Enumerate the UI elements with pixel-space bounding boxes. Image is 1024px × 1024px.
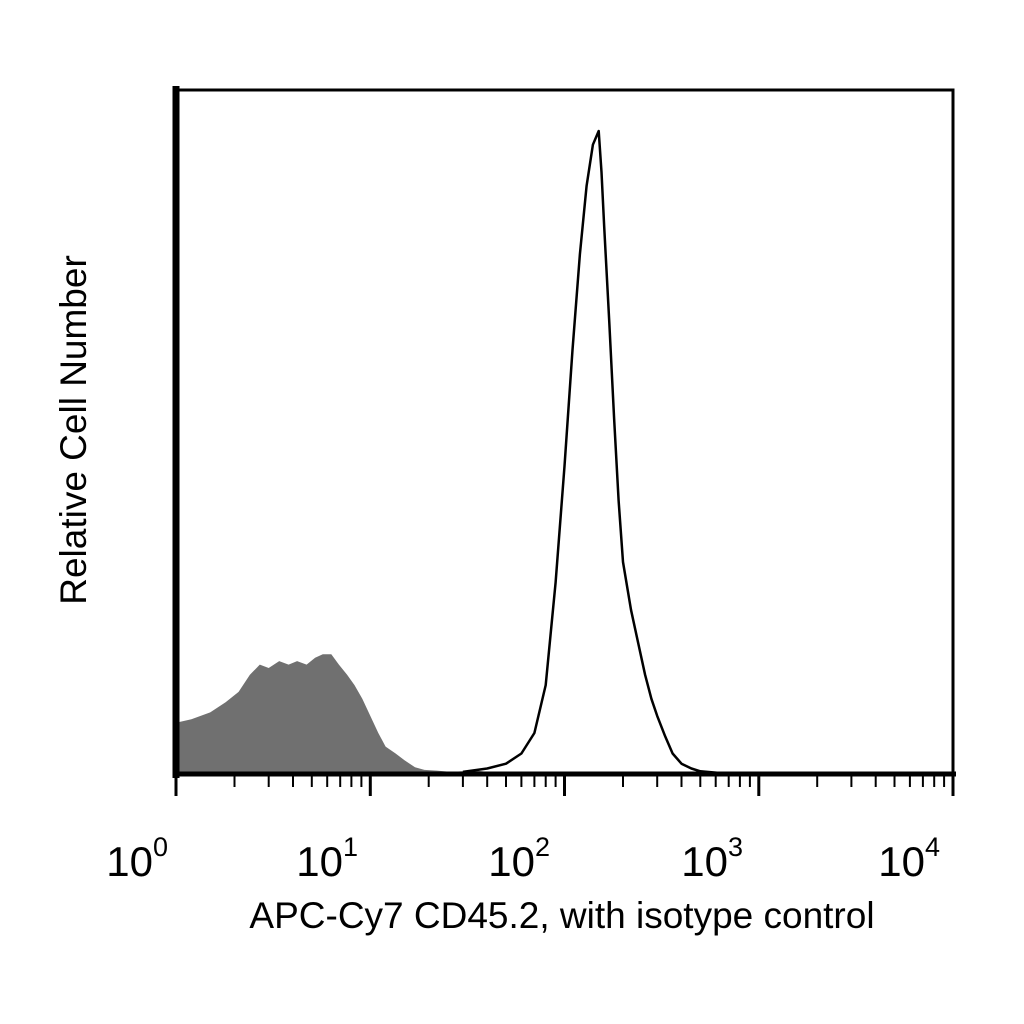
- x-tick-label-0: 100: [106, 832, 168, 885]
- x-axis-title: APC-Cy7 CD45.2, with isotype control: [249, 895, 874, 936]
- x-tick-label-1: 101: [296, 832, 358, 885]
- x-tick-label-4: 104: [878, 832, 940, 885]
- x-tick-label-3: 103: [681, 832, 743, 885]
- x-axis-ticks: [174, 774, 955, 796]
- stained-sample-histogram: [462, 129, 729, 776]
- y-axis-title: Relative Cell Number: [53, 255, 94, 605]
- x-tick-label-2: 102: [488, 832, 550, 885]
- isotype-control-histogram: [176, 654, 701, 774]
